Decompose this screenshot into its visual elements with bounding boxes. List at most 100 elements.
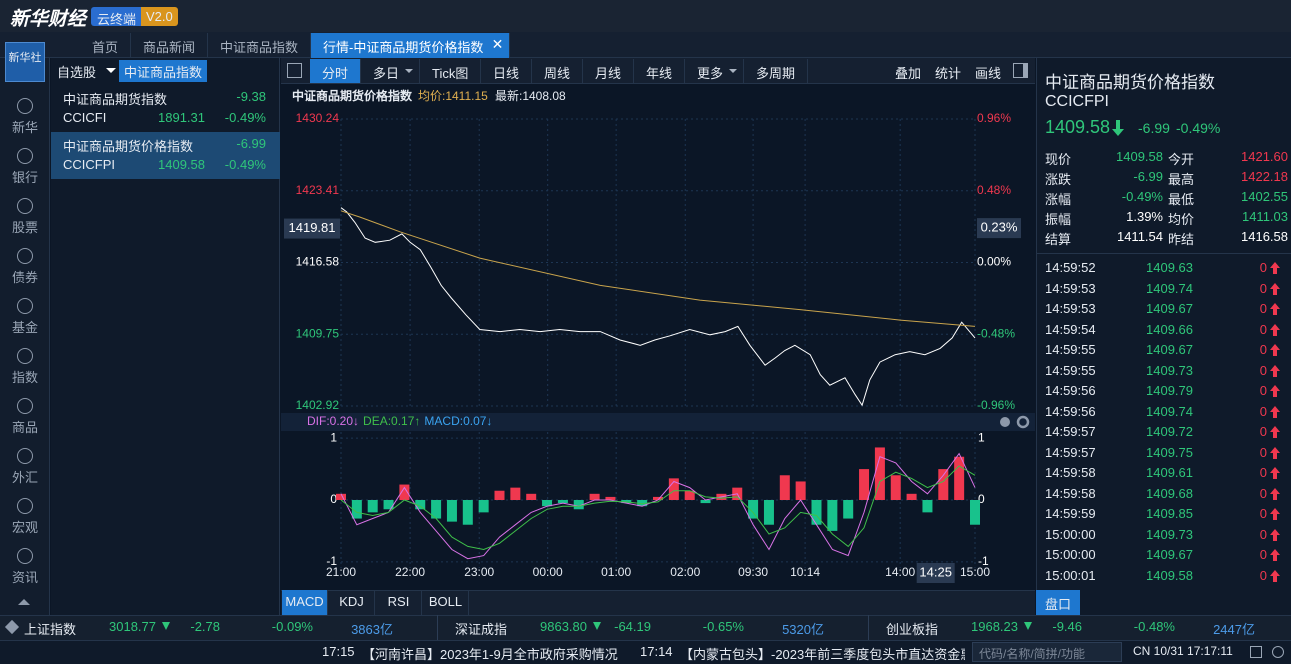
- toolbar-button[interactable]: 周线: [532, 59, 584, 83]
- nav-icon: [17, 548, 33, 564]
- nav-item[interactable]: 宏观: [11, 520, 38, 535]
- up-arrow: [1273, 268, 1277, 274]
- tool-button[interactable]: 叠加: [895, 66, 922, 81]
- indicator-tab[interactable]: KDJ: [329, 590, 375, 615]
- toolbar-button[interactable]: 月线: [583, 59, 635, 83]
- index-name[interactable]: 深证成指: [455, 622, 508, 637]
- series-line: [340, 210, 976, 327]
- tick-price: 1409.67: [1146, 301, 1193, 316]
- toolbar-button[interactable]: 更多: [685, 59, 745, 83]
- toolbar-button[interactable]: 日线: [481, 59, 533, 83]
- indicator-tab[interactable]: RSI: [376, 590, 422, 615]
- nav-item[interactable]: 新华: [11, 120, 38, 135]
- tick-price: 1409.85: [1146, 506, 1193, 521]
- toolbar-button[interactable]: 年线: [634, 59, 686, 83]
- nav-icon: [17, 448, 33, 464]
- indicator-tab[interactable]: BOLL: [423, 590, 469, 615]
- quote-label: 最低: [1168, 192, 1195, 207]
- tab[interactable]: 首页: [80, 33, 132, 58]
- index-change: -9.46: [1052, 619, 1082, 634]
- indicator-value: DIF:0.20↓: [307, 414, 359, 428]
- y-tick-label: 1430.24: [296, 111, 340, 125]
- macd-bar: [478, 500, 489, 513]
- toolbar-button[interactable]: Tick图: [420, 59, 482, 83]
- tick-price: 1409.74: [1146, 403, 1193, 419]
- indicator-tab[interactable]: MACD: [282, 590, 328, 615]
- tick-volume: 0: [1259, 321, 1267, 337]
- quote-label: 均价: [1168, 212, 1195, 227]
- item-price: 1409.58: [158, 157, 205, 172]
- up-arrow: [1273, 329, 1277, 336]
- up-arrow: [1273, 493, 1277, 500]
- up-arrow: [1270, 282, 1280, 289]
- up-arrow: [1270, 467, 1280, 473]
- tab[interactable]: 行情-中证商品期货价格指数 ✕: [311, 33, 511, 58]
- y2-tick-label: -0.48%: [977, 326, 1015, 340]
- tick-volume: 0: [1259, 526, 1267, 542]
- down-arrow: [1024, 622, 1032, 630]
- up-arrow: [1270, 528, 1280, 535]
- panel-button[interactable]: 盘口: [1036, 590, 1080, 615]
- tab[interactable]: 商品新闻: [131, 33, 209, 58]
- tool-button[interactable]: 画线: [975, 66, 1002, 81]
- quote-value: 1411.54: [1116, 229, 1163, 244]
- nav-item[interactable]: 银行: [11, 170, 38, 185]
- tick-time: 14:59:58: [1045, 485, 1096, 501]
- up-arrow: [1273, 432, 1277, 438]
- macd-bar: [874, 447, 885, 500]
- up-arrow: [1273, 575, 1277, 582]
- index-name[interactable]: 创业板指: [886, 622, 939, 637]
- tick-price: 1409.73: [1146, 526, 1193, 542]
- news-text[interactable]: 【河南许昌】2023年1-9月全市政府采购情况: [362, 647, 618, 662]
- news-text[interactable]: 【内蒙古包头】-2023年前三季度包头市直达资金惠企利: [680, 647, 965, 662]
- toolbar-button[interactable]: 多周期: [744, 59, 809, 83]
- item-name: 中证商品期货价格指数: [63, 139, 194, 154]
- down-arrow: [162, 622, 170, 630]
- nav-item[interactable]: 债券: [11, 270, 38, 285]
- y-tick-label: 0: [330, 492, 337, 506]
- watch-item[interactable]: [51, 132, 280, 179]
- up-arrow: [1270, 426, 1280, 432]
- toolbar-button[interactable]: 多日: [361, 59, 421, 83]
- watch-tab[interactable]: 中证商品指数: [119, 60, 208, 82]
- nav-icon: [17, 348, 33, 364]
- divider: [868, 615, 869, 640]
- nav-item[interactable]: 指数: [11, 370, 38, 385]
- tick-volume: 0: [1259, 260, 1267, 275]
- watch-tab[interactable]: 自选股: [57, 65, 97, 80]
- tab[interactable]: 中证商品指数: [208, 33, 312, 58]
- nav-item[interactable]: 资讯: [11, 570, 38, 585]
- macd-bar: [399, 484, 410, 500]
- up-arrow: [1270, 569, 1280, 576]
- search-box[interactable]: 代码/名称/简拼/功能: [972, 642, 1122, 662]
- nav-icon: [17, 198, 33, 214]
- nav-item[interactable]: 外汇: [11, 470, 38, 485]
- nav-item[interactable]: 商品: [11, 420, 38, 435]
- toolbar-icon: [287, 63, 302, 78]
- x-tick-label: 22:00: [395, 565, 425, 579]
- up-arrow: [1273, 555, 1277, 561]
- macd-bar: [748, 500, 759, 519]
- tool-button[interactable]: 统计: [935, 66, 962, 81]
- macd-bar: [383, 500, 394, 510]
- nav-icon: [17, 98, 33, 114]
- index-amount: 5320亿: [782, 622, 824, 637]
- index-value: 1968.23: [971, 619, 1018, 634]
- nav-item[interactable]: 股票: [11, 220, 38, 235]
- quote-panel: [1036, 58, 1291, 615]
- series-line: [340, 207, 976, 407]
- badge: 云终端: [91, 7, 143, 27]
- item-pct: -0.49%: [224, 157, 266, 172]
- index-name[interactable]: 上证指数: [24, 622, 77, 637]
- y2-tick-label: -0.96%: [977, 398, 1015, 412]
- item-name: 中证商品期货指数: [63, 92, 168, 107]
- toolbar-button[interactable]: 分时: [310, 59, 362, 83]
- macd-bar: [827, 500, 838, 531]
- macd-bar: [367, 500, 378, 513]
- down-arrow: [1116, 120, 1120, 129]
- nav-item[interactable]: 基金: [11, 320, 38, 335]
- up-arrow: [1273, 309, 1277, 315]
- quote-label: 最高: [1168, 172, 1195, 187]
- macd-bar: [431, 500, 442, 519]
